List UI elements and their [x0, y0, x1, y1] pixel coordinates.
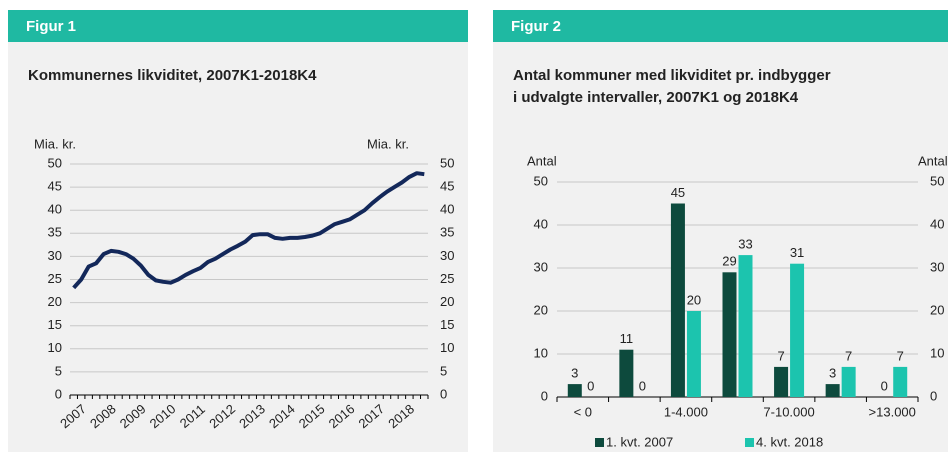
- y2-axis-label: Mia. kr.: [367, 136, 409, 151]
- data-label: 0: [639, 378, 646, 393]
- y2-tick-label: 30: [440, 248, 454, 263]
- y2-tick-label: 20: [930, 302, 944, 317]
- x-tick-label: 7-10.000: [763, 404, 814, 419]
- data-label: 7: [777, 348, 784, 363]
- legend-swatch: [745, 438, 754, 447]
- bar: [825, 384, 840, 397]
- y-tick-label: 50: [48, 155, 62, 170]
- header-bar: [493, 10, 948, 42]
- y-tick-label: 20: [48, 294, 62, 309]
- bar: [774, 366, 789, 397]
- bar: [722, 272, 737, 397]
- header-bar: [8, 10, 468, 42]
- bar: [893, 366, 908, 397]
- y2-tick-label: 20: [440, 294, 454, 309]
- data-label: 3: [571, 366, 578, 381]
- bar: [686, 311, 701, 397]
- y2-tick-label: 50: [440, 155, 454, 170]
- y-tick-label: 40: [534, 216, 548, 231]
- data-label: 33: [738, 237, 752, 252]
- x-tick-label: < 0: [574, 404, 592, 419]
- data-label: 3: [829, 366, 836, 381]
- y-tick-label: 45: [48, 179, 62, 194]
- y2-tick-label: 40: [930, 216, 944, 231]
- y-tick-label: 10: [534, 345, 548, 360]
- data-label: 0: [881, 378, 888, 393]
- chart-title: Antal kommuner med likviditet pr. indbyg…: [513, 67, 831, 84]
- y2-tick-label: 5: [440, 363, 447, 378]
- y-tick-label: 15: [48, 317, 62, 332]
- y-tick-label: 30: [534, 259, 548, 274]
- y-axis-label: Mia. kr.: [34, 136, 76, 151]
- line: [72, 171, 425, 290]
- y-tick-label: 40: [48, 202, 62, 217]
- y2-tick-label: 15: [440, 317, 454, 332]
- y-tick-label: 5: [55, 363, 62, 378]
- figure-label: Figur 1: [26, 18, 76, 35]
- panel: [493, 42, 948, 452]
- y2-tick-label: 0: [440, 386, 447, 401]
- y-axis-label: Antal: [527, 153, 557, 168]
- y-tick-label: 30: [48, 248, 62, 263]
- legend-label: 4. kvt. 2018: [756, 434, 823, 449]
- y2-axis-label: Antal: [918, 153, 948, 168]
- bar: [670, 203, 685, 397]
- data-label: 31: [790, 245, 804, 260]
- y2-tick-label: 10: [930, 345, 944, 360]
- y-tick-label: 10: [48, 340, 62, 355]
- figure-label: Figur 2: [511, 18, 561, 35]
- y-tick-label: 20: [534, 302, 548, 317]
- x-tick-label: >13.000: [869, 404, 916, 419]
- chart-title: i udvalgte intervaller, 2007K1 og 2018K4: [513, 89, 799, 106]
- chart-title: Kommunernes likviditet, 2007K1-2018K4: [28, 67, 317, 84]
- y-tick-label: 0: [541, 388, 548, 403]
- y-tick-label: 25: [48, 271, 62, 286]
- y2-tick-label: 40: [440, 202, 454, 217]
- legend-label: 1. kvt. 2007: [606, 434, 673, 449]
- y2-tick-label: 0: [930, 388, 937, 403]
- y2-tick-label: 50: [930, 173, 944, 188]
- data-label: 20: [687, 292, 701, 307]
- bar: [567, 384, 582, 397]
- bar: [790, 263, 805, 397]
- bar: [841, 366, 856, 397]
- legend-swatch: [595, 438, 604, 447]
- x-tick-label: 1-4.000: [664, 404, 708, 419]
- data-label: 45: [671, 185, 685, 200]
- y2-tick-label: 25: [440, 271, 454, 286]
- data-label: 11: [620, 331, 634, 346]
- y2-tick-label: 10: [440, 340, 454, 355]
- data-label: 7: [897, 348, 904, 363]
- y-tick-label: 50: [534, 173, 548, 188]
- data-label: 0: [587, 378, 594, 393]
- y2-tick-label: 45: [440, 179, 454, 194]
- bar: [738, 255, 753, 397]
- y-tick-label: 35: [48, 225, 62, 240]
- bar: [619, 349, 634, 397]
- data-label: 29: [722, 254, 736, 269]
- data-label: 7: [845, 348, 852, 363]
- y2-tick-label: 35: [440, 225, 454, 240]
- y-tick-label: 0: [55, 386, 62, 401]
- y2-tick-label: 30: [930, 259, 944, 274]
